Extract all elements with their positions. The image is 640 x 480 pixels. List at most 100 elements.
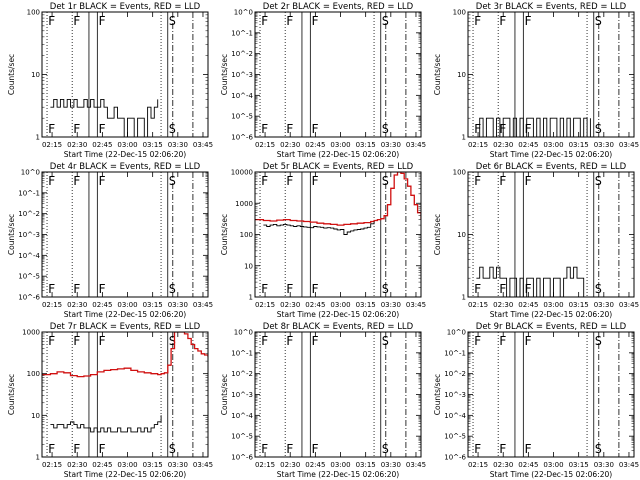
- y-tick-label: 10^-5: [231, 433, 253, 441]
- plot-frame: [254, 171, 422, 298]
- x-tick-label: 02:45: [92, 141, 112, 149]
- chart-title: Det 1r BLACK = Events, RED = LLD: [50, 2, 201, 12]
- event-flag: F: [311, 14, 318, 28]
- y-tick-label: 10^-5: [18, 273, 40, 281]
- x-tick-label: 03:45: [406, 141, 426, 149]
- y-tick-label: 10: [457, 231, 466, 239]
- x-axis-label: Start Time (22-Dec-15 02:06:20): [64, 310, 186, 319]
- chart-title: Det 3r BLACK = Events, RED = LLD: [476, 2, 627, 12]
- x-tick-label: 03:15: [356, 301, 376, 309]
- event-flag: S: [169, 122, 176, 136]
- y-axis-label: Counts/sec: [220, 54, 229, 95]
- series-events-line: [263, 221, 375, 235]
- y-axis-label: Counts/sec: [220, 214, 229, 255]
- event-flag: F: [98, 174, 105, 188]
- x-tick-label: 02:15: [42, 141, 62, 149]
- chart-panel-1: Det 1r BLACK = Events, RED = LLD Counts/s…: [7, 2, 213, 159]
- x-tick-label: 03:45: [619, 301, 639, 309]
- event-flag: F: [48, 174, 55, 188]
- chart-title: Det 2r BLACK = Events, RED = LLD: [263, 2, 414, 12]
- x-tick-label: 03:00: [543, 461, 563, 469]
- x-tick-label: 03:30: [594, 461, 614, 469]
- event-flag: F: [73, 442, 80, 456]
- event-flag: S: [382, 282, 389, 296]
- y-tick-label: 10^-5: [444, 433, 466, 441]
- chart-title: Det 5r BLACK = Events, RED = LLD: [263, 162, 414, 172]
- event-flag: F: [524, 442, 531, 456]
- x-tick-label: 02:45: [305, 141, 325, 149]
- x-axis-label: Start Time (22-Dec-15 02:06:20): [277, 150, 399, 159]
- event-flag: S: [595, 122, 602, 136]
- plot-frame: [41, 331, 209, 458]
- y-tick-label: 10^-4: [444, 412, 466, 420]
- event-flag: F: [524, 282, 531, 296]
- x-tick-label: 02:30: [67, 141, 87, 149]
- y-axis-label: Counts/sec: [433, 54, 442, 95]
- event-flag: S: [382, 122, 389, 136]
- y-tick-label: 10: [31, 71, 40, 79]
- x-tick-label: 02:15: [42, 301, 62, 309]
- event-flag: F: [98, 282, 105, 296]
- y-tick-label: 10^-3: [231, 71, 253, 79]
- x-tick-label: 02:30: [493, 141, 513, 149]
- event-flag: F: [474, 174, 481, 188]
- y-tick-label: 10^-4: [18, 252, 40, 260]
- x-axis-label: Start Time (22-Dec-15 02:06:20): [490, 470, 612, 479]
- event-flag: F: [474, 14, 481, 28]
- x-tick-label: 03:30: [381, 461, 401, 469]
- y-axis-label: Counts/sec: [7, 374, 16, 415]
- x-tick-label: 02:15: [255, 141, 275, 149]
- y-tick-label: 10000: [231, 169, 253, 177]
- event-flag: F: [524, 14, 531, 28]
- event-flag: S: [169, 282, 176, 296]
- x-tick-label: 03:30: [168, 141, 188, 149]
- x-axis-label: Start Time (22-Dec-15 02:06:20): [277, 310, 399, 319]
- plot-frame: [254, 11, 422, 138]
- x-tick-label: 03:30: [594, 141, 614, 149]
- series-lld-line: [42, 332, 208, 378]
- y-axis-label: Counts/sec: [7, 214, 16, 255]
- x-tick-label: 03:00: [330, 461, 350, 469]
- y-tick-label: 10^-6: [444, 454, 466, 462]
- y-tick-label: 10: [244, 262, 253, 270]
- event-flag: F: [261, 14, 268, 28]
- event-flag: S: [595, 174, 602, 188]
- chart-panel-2: Det 2r BLACK = Events, RED = LLD Counts/s…: [220, 2, 426, 159]
- x-tick-label: 03:45: [193, 141, 213, 149]
- x-tick-label: 02:30: [280, 461, 300, 469]
- series-lld-line: [255, 172, 421, 226]
- event-flag: F: [311, 174, 318, 188]
- event-flag: S: [169, 14, 176, 28]
- event-flag: F: [524, 122, 531, 136]
- series-events-line: [50, 415, 162, 433]
- plot-frame: [41, 11, 209, 138]
- event-flag: F: [499, 14, 506, 28]
- x-tick-label: 02:30: [493, 461, 513, 469]
- event-flag: S: [382, 334, 389, 348]
- event-flag: F: [286, 14, 293, 28]
- series-events-line: [50, 98, 159, 137]
- event-flag: F: [499, 282, 506, 296]
- x-tick-label: 03:15: [143, 461, 163, 469]
- x-tick-label: 02:30: [280, 301, 300, 309]
- y-tick-label: 10^-6: [231, 454, 253, 462]
- x-tick-label: 03:15: [356, 141, 376, 149]
- y-tick-label: 10^0: [234, 329, 253, 337]
- x-tick-label: 02:15: [255, 301, 275, 309]
- event-flag: F: [474, 442, 481, 456]
- series-events-line: [476, 266, 585, 297]
- x-tick-label: 02:45: [92, 301, 112, 309]
- y-axis-label: Counts/sec: [7, 54, 16, 95]
- x-tick-label: 02:45: [518, 461, 538, 469]
- x-tick-label: 03:15: [569, 301, 589, 309]
- y-tick-label: 10^-1: [231, 349, 253, 357]
- y-tick-label: 100: [240, 231, 253, 239]
- event-flag: F: [73, 122, 80, 136]
- x-tick-label: 03:30: [594, 301, 614, 309]
- x-tick-label: 03:00: [543, 301, 563, 309]
- y-tick-label: 10^-6: [231, 134, 253, 142]
- event-flag: F: [98, 14, 105, 28]
- event-flag: F: [286, 282, 293, 296]
- x-tick-label: 03:15: [356, 461, 376, 469]
- x-tick-label: 02:45: [518, 301, 538, 309]
